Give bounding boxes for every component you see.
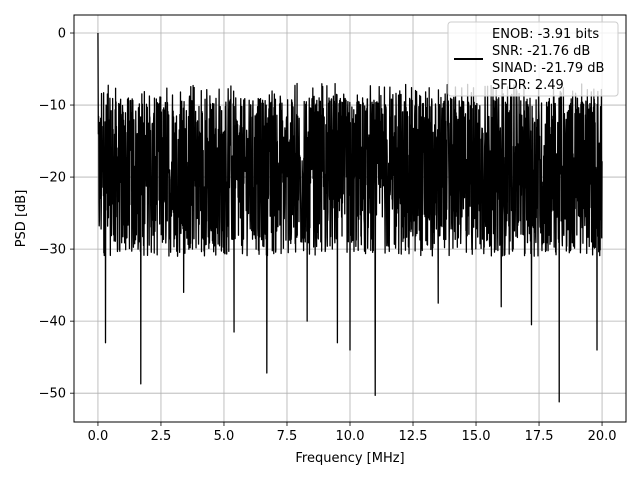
legend-sinad: SINAD: -21.79 dB (492, 61, 604, 76)
y-axis: 0 −10 −20 −30 −40 −50 (39, 27, 74, 402)
x-tick-label: 5.0 (214, 429, 235, 444)
psd-series (97, 33, 603, 403)
x-tick-label: 2.5 (151, 429, 172, 444)
y-tick-label: −30 (39, 243, 66, 258)
y-tick-label: 0 (58, 27, 66, 42)
x-tick-label: 15.0 (462, 429, 491, 444)
x-tick-label: 12.5 (399, 429, 428, 444)
legend-enob: ENOB: -3.91 bits (492, 27, 599, 42)
legend-box (447, 21, 619, 97)
legend-sfdr: SFDR: 2.49 (492, 78, 564, 93)
x-axis-label: Frequency [MHz] (295, 451, 404, 466)
y-axis-label: PSD [dB] (14, 190, 29, 248)
x-tick-label: 0.0 (88, 429, 109, 444)
psd-line (97, 33, 603, 403)
y-tick-label: −50 (39, 387, 66, 402)
x-tick-label: 10.0 (336, 429, 365, 444)
y-tick-label: −40 (39, 315, 66, 330)
y-tick-label: −10 (39, 99, 66, 114)
x-tick-label: 17.5 (525, 429, 554, 444)
legend: ENOB: -3.91 bits SNR: -21.76 dB SINAD: -… (447, 21, 619, 97)
x-tick-label: 20.0 (588, 429, 617, 444)
x-axis: 0.0 2.5 5.0 7.5 10.0 12.5 15.0 17.5 20.0 (88, 422, 617, 444)
x-tick-label: 7.5 (277, 429, 298, 444)
legend-snr: SNR: -21.76 dB (492, 44, 590, 59)
y-tick-label: −20 (39, 171, 66, 186)
